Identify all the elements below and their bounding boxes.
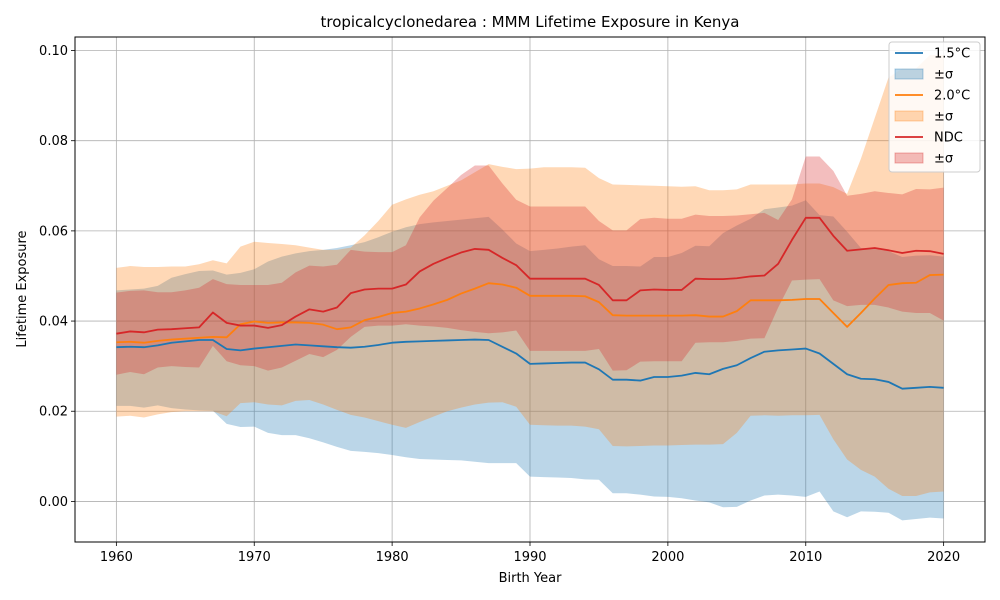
- x-tick-label: 2010: [789, 550, 822, 565]
- chart-title: tropicalcyclonedarea : MMM Lifetime Expo…: [320, 13, 739, 31]
- band-ndc: [116, 156, 944, 375]
- y-tick-label: 0.08: [39, 134, 68, 149]
- y-tick-label: 0.04: [39, 315, 68, 330]
- x-tick-label: 2000: [651, 550, 684, 565]
- x-tick-label: 2020: [927, 550, 960, 565]
- band-2-0-c: [116, 55, 944, 497]
- x-axis-ticks: 1960 1970 1980 1990 2000 2010 2020: [100, 542, 960, 565]
- band-1-5-c: [116, 200, 944, 521]
- x-tick-label: 1980: [376, 550, 409, 565]
- x-tick-label: 1990: [513, 550, 546, 565]
- x-tick-label: 1970: [238, 550, 271, 565]
- legend-label-1-5-c: 1.5°C: [934, 47, 970, 62]
- x-axis-label: Birth Year: [499, 571, 563, 586]
- legend-label-ndc: NDC: [934, 131, 963, 146]
- x-tick-label: 1960: [100, 550, 133, 565]
- y-axis-label: Lifetime Exposure: [15, 230, 30, 347]
- y-tick-label: 0.00: [39, 495, 68, 510]
- y-tick-label: 0.02: [39, 405, 68, 420]
- legend-box: [888, 41, 981, 173]
- uncertainty-bands: [116, 55, 944, 521]
- grid: [75, 37, 985, 542]
- series-lines: [116, 216, 944, 390]
- legend-band-label-1-5-c: ±σ: [934, 68, 953, 83]
- legend-swatch-1-5-c: [894, 68, 924, 80]
- legend: 1.5°C ±σ 2.0°C ±σ NDC ±σ: [888, 41, 981, 173]
- legend-band-label-ndc: ±σ: [934, 152, 953, 167]
- line-ndc: [116, 216, 944, 335]
- line-2-0-c: [116, 273, 944, 344]
- y-tick-label: 0.10: [39, 44, 68, 59]
- line-1-5-c: [116, 338, 944, 390]
- legend-label-2-0-c: 2.0°C: [934, 89, 970, 104]
- y-tick-label: 0.06: [39, 224, 68, 239]
- legend-swatch-2-0-c: [894, 110, 924, 122]
- y-axis-ticks: 0.00 0.02 0.04 0.06 0.08 0.10: [39, 44, 75, 510]
- legend-swatch-ndc: [894, 152, 924, 164]
- legend-band-label-2-0-c: ±σ: [934, 110, 953, 125]
